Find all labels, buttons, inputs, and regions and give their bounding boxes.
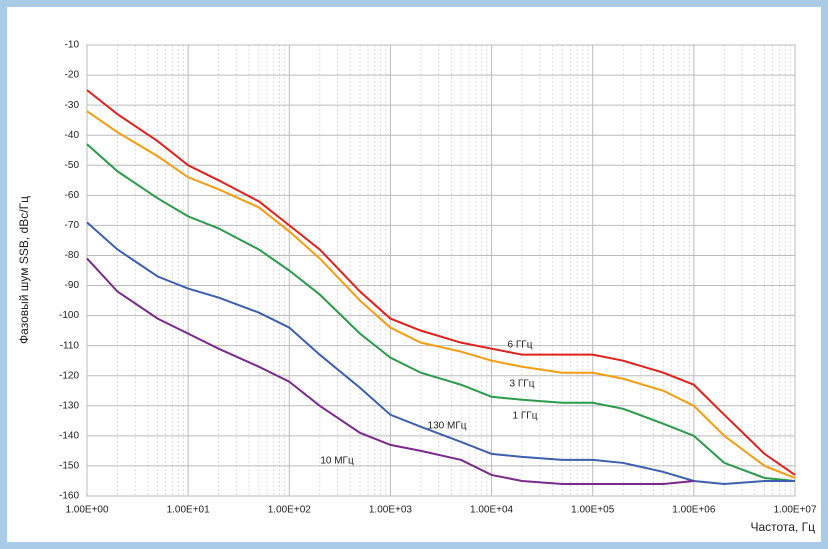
y-tick-label: -110 xyxy=(60,340,80,351)
y-tick-label: -90 xyxy=(65,280,80,291)
y-tick-label: -20 xyxy=(65,70,80,81)
y-tick-label: -40 xyxy=(65,130,80,141)
x-tick-label: 1.00E+03 xyxy=(369,505,413,516)
series-label: 130 МГц xyxy=(428,421,467,432)
series-label: 1 ГГц xyxy=(513,411,538,422)
x-axis-label: Частота, Гц xyxy=(750,520,815,534)
series-label: 10 МГц xyxy=(320,456,354,467)
y-tick-label: -50 xyxy=(65,160,80,171)
x-tick-label: 1.00E+06 xyxy=(672,505,716,516)
series-line xyxy=(86,143,796,482)
y-tick-label: -70 xyxy=(65,220,80,231)
y-tick-label: -160 xyxy=(59,491,79,502)
y-tick-label: -80 xyxy=(65,250,80,261)
y-tick-label: -100 xyxy=(59,310,79,321)
x-tick-label: 1.00E+07 xyxy=(773,505,817,516)
x-tick-label: 1.00E+05 xyxy=(571,505,615,516)
y-tick-label: -150 xyxy=(59,461,79,472)
y-axis-label: Фазовый шум SSB, dBc/Гц xyxy=(17,196,31,344)
series-line xyxy=(86,257,694,485)
y-tick-label: -10 xyxy=(65,40,80,51)
x-tick-label: 1.00E+02 xyxy=(268,505,312,516)
series-label: 6 ГГц xyxy=(508,340,533,351)
x-tick-label: 1.00E+01 xyxy=(167,505,211,516)
series-line xyxy=(86,221,795,485)
y-tick-label: -30 xyxy=(65,100,80,111)
series-label: 3 ГГц xyxy=(510,379,535,390)
y-tick-label: -120 xyxy=(59,370,79,381)
x-tick-label: 1.00E+04 xyxy=(470,505,514,516)
y-tick-label: -60 xyxy=(65,190,80,201)
plot-area xyxy=(86,44,796,497)
y-tick-label: -130 xyxy=(59,400,79,411)
y-tick-label: -140 xyxy=(59,431,79,442)
x-tick-label: 1.00E+00 xyxy=(65,505,109,516)
series-line xyxy=(86,110,796,479)
series-line xyxy=(86,89,796,476)
